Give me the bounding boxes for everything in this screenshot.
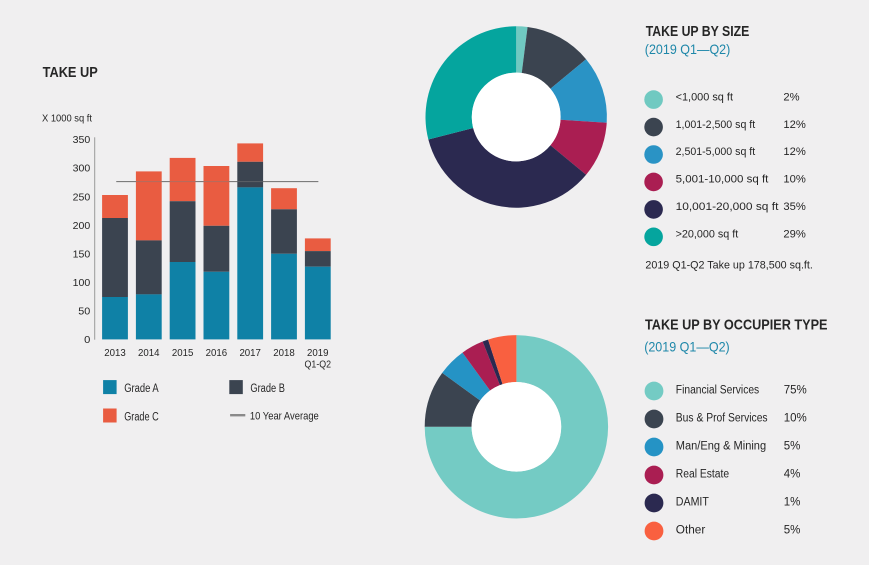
svg-text:10%: 10%	[784, 412, 807, 424]
svg-text:Financial Services: Financial Services	[676, 384, 760, 396]
svg-text:2014: 2014	[138, 348, 160, 359]
svg-text:350: 350	[73, 135, 91, 146]
svg-text:300: 300	[73, 164, 91, 175]
svg-text:10%: 10%	[783, 174, 805, 186]
svg-text:Real Estate: Real Estate	[676, 468, 729, 480]
svg-text:50: 50	[78, 307, 90, 318]
svg-text:5%: 5%	[784, 524, 801, 536]
svg-text:Grade C: Grade C	[124, 412, 159, 424]
svg-text:2019: 2019	[307, 348, 329, 359]
svg-text:2,501-5,000 sq ft: 2,501-5,000 sq ft	[676, 146, 756, 158]
svg-text:10,001-20,000 sq ft: 10,001-20,000 sq ft	[676, 201, 780, 213]
svg-text:DAMIT: DAMIT	[676, 496, 709, 508]
svg-text:12%: 12%	[783, 146, 805, 158]
svg-text:2%: 2%	[783, 91, 799, 103]
svg-text:TAKE UP: TAKE UP	[43, 64, 98, 81]
svg-text:Bus & Prof Services: Bus & Prof Services	[676, 412, 768, 424]
svg-text:75%: 75%	[784, 384, 807, 396]
svg-text:Man/Eng & Mining: Man/Eng & Mining	[676, 440, 766, 452]
svg-text:0: 0	[84, 335, 90, 346]
svg-text:(2019 Q1—Q2): (2019 Q1—Q2)	[644, 339, 730, 354]
svg-text:Grade B: Grade B	[250, 383, 285, 395]
svg-text:2016: 2016	[206, 348, 228, 359]
svg-text:250: 250	[73, 192, 91, 203]
svg-text:X 1000 sq ft: X 1000 sq ft	[42, 114, 92, 125]
svg-text:2017: 2017	[239, 348, 261, 359]
svg-text:1%: 1%	[784, 496, 801, 508]
svg-text:2018: 2018	[273, 348, 295, 359]
svg-text:TAKE UP BY SIZE: TAKE UP BY SIZE	[646, 23, 750, 40]
svg-text:Q1-Q2: Q1-Q2	[305, 360, 332, 371]
svg-text:29%: 29%	[783, 229, 805, 241]
svg-text:10 Year Average: 10 Year Average	[250, 411, 319, 423]
svg-text:<1,000 sq ft: <1,000 sq ft	[676, 91, 734, 103]
svg-text:Other: Other	[676, 524, 706, 536]
svg-text:Grade A: Grade A	[124, 383, 159, 395]
svg-text:150: 150	[73, 249, 91, 260]
svg-text:5,001-10,000 sq ft: 5,001-10,000 sq ft	[676, 174, 770, 186]
svg-text:2013: 2013	[104, 348, 126, 359]
svg-text:1,001-2,500 sq ft: 1,001-2,500 sq ft	[676, 119, 756, 131]
svg-text:100: 100	[73, 278, 91, 289]
svg-text:4%: 4%	[784, 468, 801, 480]
svg-text:35%: 35%	[783, 201, 805, 213]
svg-text:>20,000 sq ft: >20,000 sq ft	[676, 229, 740, 241]
svg-text:TAKE UP BY OCCUPIER TYPE: TAKE UP BY OCCUPIER TYPE	[645, 317, 828, 334]
svg-text:2019 Q1-Q2 Take up 178,500 sq.: 2019 Q1-Q2 Take up 178,500 sq.ft.	[645, 260, 813, 272]
svg-text:5%: 5%	[784, 440, 801, 452]
svg-text:12%: 12%	[783, 119, 805, 131]
svg-text:(2019 Q1—Q2): (2019 Q1—Q2)	[645, 42, 731, 57]
svg-text:2015: 2015	[172, 348, 194, 359]
svg-text:200: 200	[73, 221, 91, 232]
